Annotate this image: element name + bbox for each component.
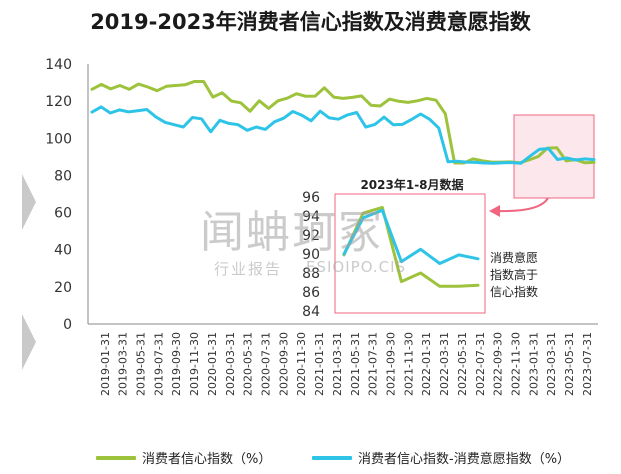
chart-title: 2019-2023年消费者信心指数及消费意愿指数 — [90, 10, 531, 34]
series-layer — [90, 80, 596, 165]
x-tick-label: 2019-05-31 — [134, 332, 147, 396]
x-tick-label: 2021-09-30 — [384, 332, 397, 396]
legend-item-consumer-confidence: 消费者信心指数（%） — [96, 448, 271, 467]
inset-title: 2023年1-8月数据 — [360, 177, 463, 192]
legend-label: 消费者信心指数（%） — [142, 452, 272, 467]
x-tick-label: 2023-05-31 — [563, 332, 576, 396]
x-tick-label: 2021-11-30 — [402, 332, 415, 396]
x-tick-label: 2019-01-31 — [99, 332, 112, 396]
x-tick-label: 2022-01-31 — [420, 332, 433, 396]
x-tick-label: 2019-11-30 — [188, 332, 201, 396]
inset-y-tick-label: 96 — [302, 190, 320, 206]
callout-arrow-head-icon — [489, 205, 500, 217]
left-side-arrow-icon — [22, 174, 36, 230]
y-tick-label: 20 — [54, 280, 72, 296]
x-tick-label: 2019-07-31 — [152, 332, 165, 396]
inset-y-tick-label: 92 — [302, 228, 320, 244]
axes: 0 20 40 60 80 100 120 140 2019-01-31 2019-03-31 20… — [45, 57, 598, 396]
annotation-text: 信心指数 — [490, 284, 538, 299]
x-tick-label: 2022-11-30 — [509, 332, 522, 396]
x-tick-label: 2023-01-31 — [527, 332, 540, 396]
x-tick-label: 2021-05-31 — [349, 332, 362, 396]
x-tick-label: 2022-07-31 — [474, 332, 487, 396]
annotation-text: 指数高于 — [490, 267, 538, 282]
inset-series-consumption-willingness — [342, 208, 480, 265]
legend-swatch-blue — [312, 455, 352, 460]
inset-frame — [334, 193, 486, 314]
x-tick-label: 2023-03-31 — [545, 332, 558, 396]
x-tick-label: 2022-03-31 — [438, 332, 451, 396]
y-tick-label: 100 — [45, 131, 72, 147]
inset-series-consumer-confidence — [342, 205, 480, 288]
inset-y-tick-label: 86 — [302, 285, 320, 301]
legend-item-consumption-willingness: 消费者信心指数-消费意愿指数（%） — [312, 448, 570, 467]
x-tick-label: 2020-11-30 — [295, 332, 308, 396]
y-tick-label: 0 — [63, 317, 72, 333]
inset-y-tick-label: 84 — [302, 304, 320, 320]
x-tick-label: 2020-05-31 — [242, 332, 255, 396]
legend-label: 消费者信心指数-消费意愿指数（%） — [358, 452, 571, 467]
x-tick-label: 2020-01-31 — [206, 332, 219, 396]
y-tick-label: 140 — [45, 57, 72, 73]
left-side-arrow-icon — [22, 314, 36, 370]
x-tick-label: 2022-05-31 — [456, 332, 469, 396]
inset-y-tick-label: 94 — [302, 209, 320, 225]
legend-swatch-green — [96, 455, 136, 460]
x-tick-label: 2020-09-30 — [277, 332, 290, 396]
x-tick-label: 2021-01-31 — [313, 332, 326, 396]
y-tick-label: 80 — [54, 168, 72, 184]
y-tick-label: 60 — [54, 206, 72, 222]
series-line-consumption-willingness — [90, 105, 596, 165]
callout-arrow — [489, 197, 549, 217]
callout-arrow-path — [497, 197, 549, 213]
inset-y-tick-label: 90 — [302, 247, 320, 263]
x-tick-label: 2020-03-31 — [224, 332, 237, 396]
x-tick-label: 2022-09-30 — [492, 332, 505, 396]
x-tick-label: 2020-07-31 — [259, 332, 272, 396]
x-tick-label: 2021-07-31 — [367, 332, 380, 396]
y-tick-label: 40 — [54, 243, 72, 259]
x-tick-label: 2019-09-30 — [170, 332, 183, 396]
annotation-text: 消费意愿 — [490, 250, 538, 265]
y-tick-label: 120 — [45, 94, 72, 110]
x-tick-label: 2019-03-31 — [117, 332, 130, 396]
x-tick-label: 2023-07-31 — [581, 332, 594, 396]
x-tick-label: 2021-03-31 — [331, 332, 344, 396]
inset-y-tick-label: 88 — [302, 266, 320, 282]
